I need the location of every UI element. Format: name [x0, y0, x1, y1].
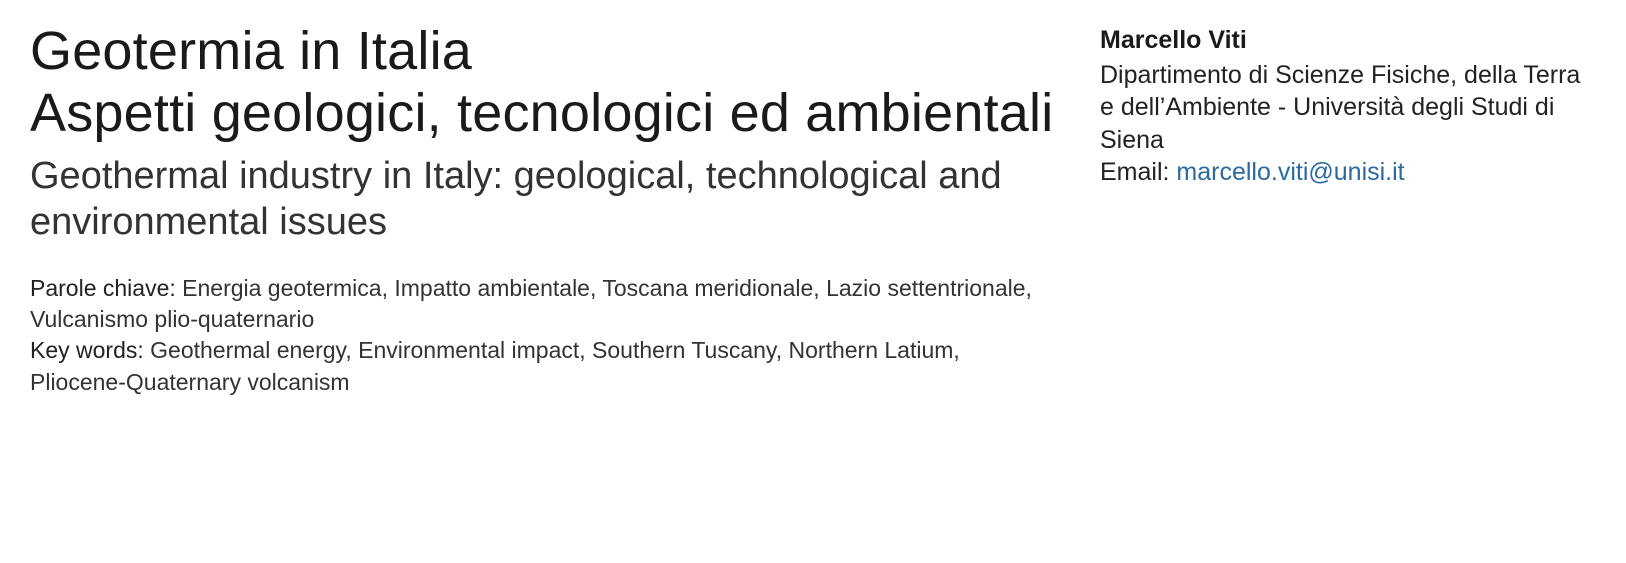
- title-italian-line1: Geotermia in Italia: [30, 21, 472, 81]
- author-column: Marcello Viti Dipartimento di Scienze Fi…: [1100, 20, 1596, 398]
- keywords-italian-label: Parole chiave:: [30, 275, 182, 301]
- author-email-link[interactable]: marcello.viti@unisi.it: [1176, 158, 1404, 186]
- title-english: Geothermal industry in Italy: geological…: [30, 154, 1060, 245]
- article-header: Geotermia in Italia Aspetti geologici, t…: [0, 0, 1626, 418]
- author-email-line: Email: marcello.viti@unisi.it: [1100, 156, 1596, 189]
- keywords-english-label: Key words:: [30, 337, 150, 363]
- title-italian-line2: Aspetti geologici, tecnologici ed ambien…: [30, 83, 1053, 143]
- main-column: Geotermia in Italia Aspetti geologici, t…: [30, 20, 1060, 398]
- keywords-english-text: Geothermal energy, Environmental impact,…: [30, 337, 960, 394]
- keywords-english-block: Key words: Geothermal energy, Environmen…: [30, 335, 1060, 397]
- author-affiliation: Dipartimento di Scienze Fisiche, della T…: [1100, 59, 1596, 157]
- title-italian: Geotermia in Italia Aspetti geologici, t…: [30, 20, 1060, 144]
- email-label: Email:: [1100, 158, 1176, 186]
- keywords-italian-block: Parole chiave: Energia geotermica, Impat…: [30, 273, 1060, 335]
- author-name: Marcello Viti: [1100, 24, 1596, 57]
